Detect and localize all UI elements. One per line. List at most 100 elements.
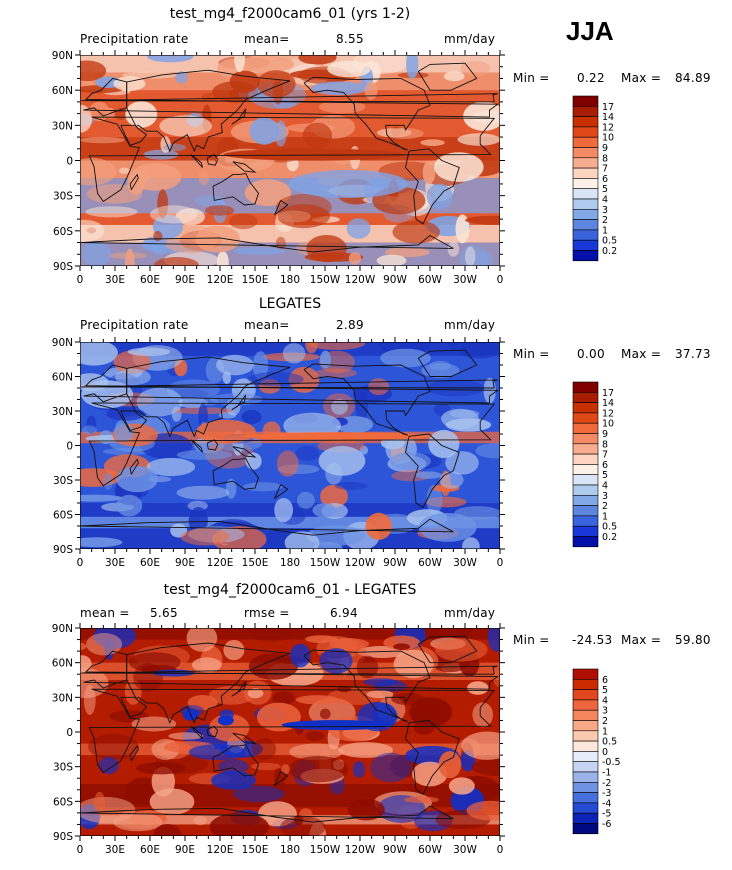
lon-tick-label: 30E [105,274,125,286]
rmse-label: rmse = [244,606,290,620]
lat-tick-label: 90N [52,623,73,635]
min-value: 0.00 [577,347,605,361]
lon-tick-label: 90W [383,274,407,286]
colorbar-swatch [572,782,599,793]
colorbar-label: 12 [602,408,614,419]
variable-label: Precipitation rate [80,318,189,332]
lon-tick-label: 30E [105,557,125,569]
lon-tick-label: 30W [453,844,477,856]
colorbar-swatch [572,412,599,424]
mean-label: mean= [244,32,290,46]
lat-tick-label: 60S [53,226,73,238]
colorbar-label: 8 [602,153,608,164]
colorbar-label: 6 [602,675,608,686]
colorbar-label: 3 [602,205,608,216]
colorbar-swatch [572,422,599,434]
units-label: mm/day [444,32,496,46]
lon-tick-label: 150W [310,844,341,856]
lon-tick-label: 60E [140,844,160,856]
contour-map: 90N 60N 30N 0 30S 60S 90S 0 30E 60E 90E 120E 150E 180… [52,50,505,286]
colorbar-label: 5 [602,470,608,481]
mean-value: 8.55 [336,32,364,46]
lat-tick-label: 90S [53,831,73,843]
colorbar-label: 0.5 [602,737,617,748]
colorbar-label: 14 [602,112,614,123]
lon-tick-label: 120E [207,274,234,286]
max-value: 59.80 [675,633,711,647]
lon-tick-label: 120E [207,557,234,569]
lon-tick-label: 180 [280,274,300,286]
colorbar-label: 8 [602,439,608,450]
colorbar-swatch [572,198,599,210]
lat-tick-label: 30S [53,191,73,203]
max-value: 37.73 [675,347,711,361]
lon-tick-label: 60E [140,274,160,286]
colorbar-label: 0.2 [602,246,617,257]
colorbar-label: 6 [602,460,608,471]
colorbar-swatch [572,771,599,783]
lat-tick-label: 0 [66,156,73,168]
colorbar-swatch [572,689,599,701]
lon-tick-label: 150E [242,557,269,569]
colorbar-label: -5 [602,809,611,820]
lon-tick-label: 30E [105,844,125,856]
colorbar-label: -6 [602,819,611,830]
panel-title: test_mg4_f2000cam6_01 - LEGATES [163,582,417,598]
colorbar-label: -1 [602,768,611,779]
colorbar-label: 14 [602,398,614,409]
lon-tick-label: 120E [207,844,234,856]
mean-value: 2.89 [336,318,364,332]
colorbar-swatch [572,823,599,835]
colorbar-swatch [572,167,599,179]
variable-label: Precipitation rate [80,32,189,46]
colorbar-label: 0.5 [602,522,617,533]
colorbar-swatch [572,126,599,138]
lon-tick-label: 90E [175,274,195,286]
lon-tick-label: 150W [310,557,341,569]
lon-tick-label: 60W [418,844,442,856]
lat-tick-label: 90N [52,337,73,349]
min-value: 0.22 [577,71,605,85]
lat-tick-label: 60N [52,658,73,670]
colorbar-swatch [572,106,599,117]
colorbar-label: 0.2 [602,532,617,543]
lon-tick-label: 90W [383,557,407,569]
colorbar-label: 1 [602,225,608,236]
colorbar-swatch [572,474,599,486]
lon-tick-label: 90W [383,844,407,856]
lat-tick-label: 90S [53,544,73,556]
colorbar-swatch [572,178,599,190]
lon-tick-label: 90E [175,844,195,856]
min-label: Min = [513,633,550,647]
colorbar-label: -0.5 [602,757,621,768]
lon-tick-label: 30W [453,274,477,286]
colorbar-label: 0 [602,747,608,758]
lat-tick-label: 60N [52,372,73,384]
colorbar-label: -3 [602,788,611,799]
lon-tick-label: 0 [77,844,84,856]
colorbar-swatch [572,802,599,814]
panel-title: test_mg4_f2000cam6_01 (yrs 1-2) [169,6,411,22]
lon-tick-label: 120W [345,557,376,569]
colorbar-swatch [572,668,599,680]
colorbar-label: 12 [602,122,614,133]
mean-label: mean = [80,606,130,620]
panel-title: LEGATES [258,296,322,312]
colorbar-label: 3 [602,706,608,717]
max-value: 84.89 [675,71,711,85]
colorbar-swatch [572,209,599,220]
colorbar-swatch [572,495,599,506]
colorbar-swatch [572,525,599,537]
colorbar-swatch [572,464,599,476]
colorbar-swatch [572,761,599,773]
colorbar-label: 2 [602,215,608,226]
max-label: Max = [621,71,662,85]
colorbar-label: -4 [602,798,611,809]
lat-tick-label: 30N [52,692,73,704]
colorbar-label: 10 [602,419,614,430]
rmse-value: 6.94 [330,606,358,620]
lat-tick-label: 0 [66,441,73,453]
